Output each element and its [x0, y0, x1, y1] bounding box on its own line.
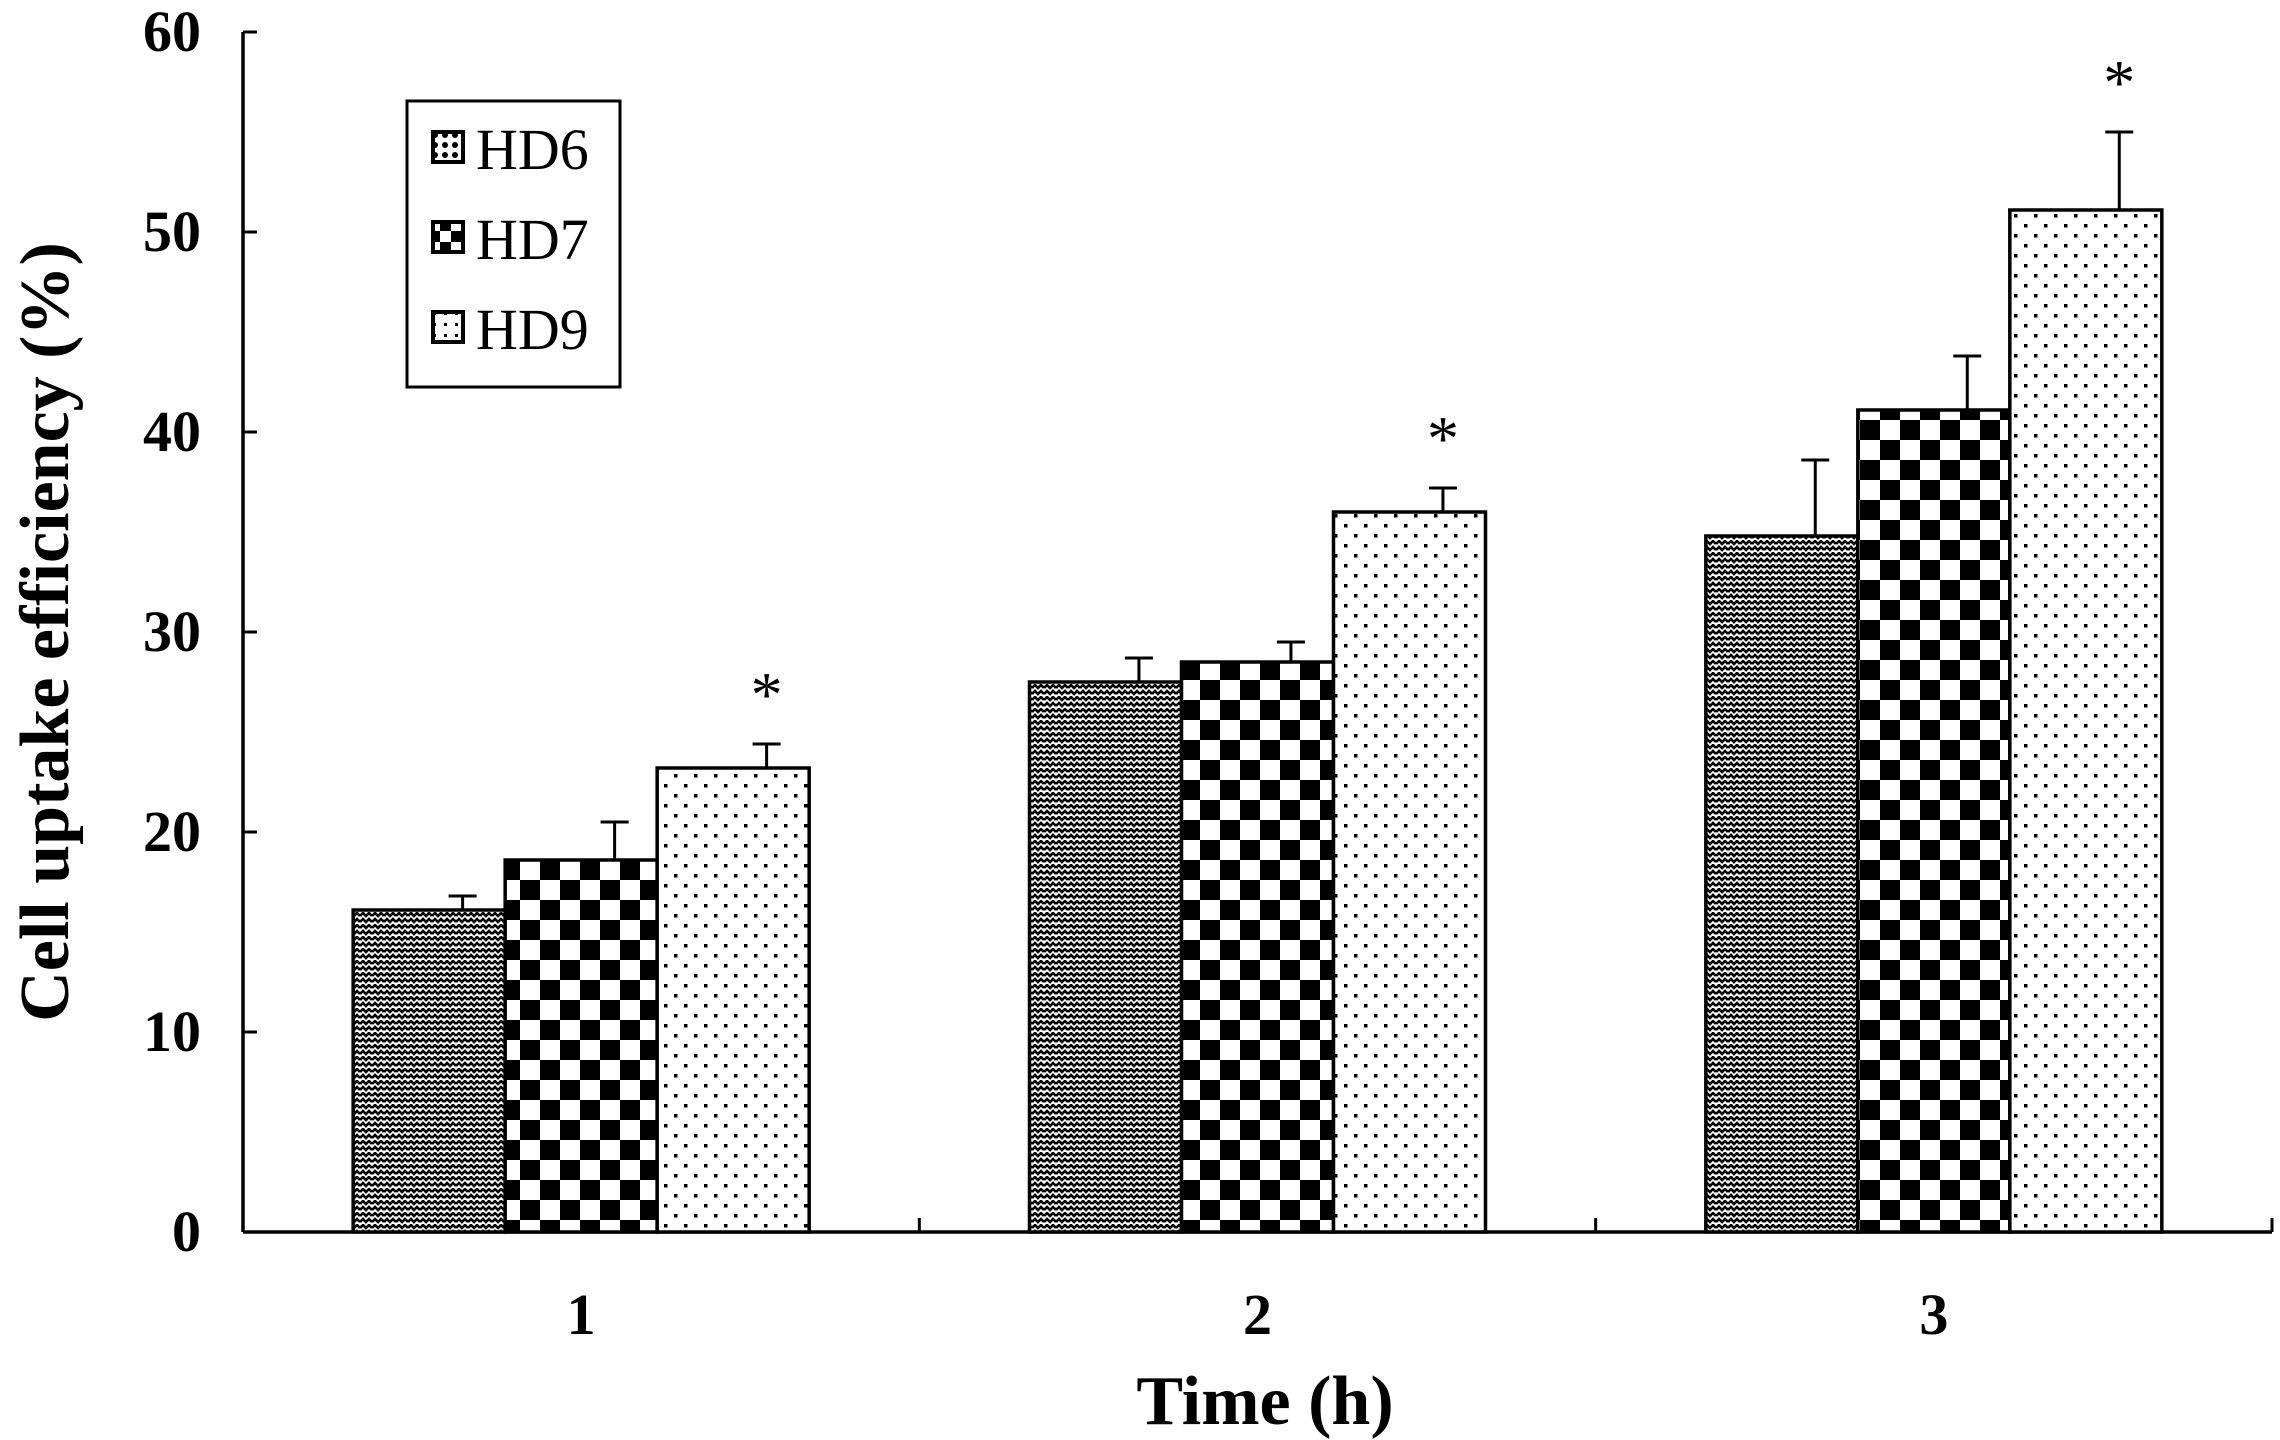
legend-swatch-hd9: [431, 310, 465, 344]
x-axis-title: Time (h): [1136, 1363, 1393, 1440]
error-bars: [448, 130, 2134, 910]
legend-label-hd9: HD9: [476, 297, 589, 362]
y-tick-label: 10: [143, 999, 201, 1064]
significance-marks: * * *: [751, 47, 2136, 730]
x-ticks: 1 2 3: [567, 1218, 2274, 1347]
bar-hd6-1: [351, 908, 507, 1234]
legend-label-hd6: HD6: [476, 117, 589, 182]
significance-asterisk: *: [1427, 403, 1459, 474]
bar-hd6-2: [1027, 680, 1184, 1234]
bar-hd7-3: [1856, 408, 2012, 1234]
bar-hd6-3: [1704, 534, 1860, 1234]
bar-hd9-1: [655, 766, 811, 1234]
bar-hd7-1: [503, 858, 659, 1234]
significance-asterisk: *: [2103, 47, 2135, 118]
x-tick-label: 3: [1919, 1282, 1948, 1347]
bar-hd9-3: [2008, 208, 2164, 1234]
legend-label-hd7: HD7: [476, 207, 589, 272]
y-tick-label: 40: [143, 399, 201, 464]
y-tick-label: 50: [143, 199, 201, 264]
x-tick-label: 1: [567, 1282, 596, 1347]
legend-swatch-hd7: [431, 220, 465, 254]
x-tick-label: 2: [1243, 1282, 1272, 1347]
bars: [351, 208, 2164, 1234]
y-ticks: 0 10 20 30 40 50 60: [143, 0, 257, 1264]
y-tick-label: 20: [143, 799, 201, 864]
y-tick-label: 0: [172, 1199, 201, 1264]
y-axis-title: Cell uptake efficiency (%): [7, 242, 84, 1022]
y-tick-label: 60: [143, 0, 201, 64]
bar-hd9-2: [1331, 510, 1488, 1234]
legend-swatch-hd6: [431, 130, 465, 164]
y-tick-label: 30: [143, 599, 201, 664]
significance-asterisk: *: [751, 659, 783, 730]
legend: HD6 HD7 HD9: [405, 99, 622, 389]
bar-hd7-2: [1179, 660, 1336, 1234]
